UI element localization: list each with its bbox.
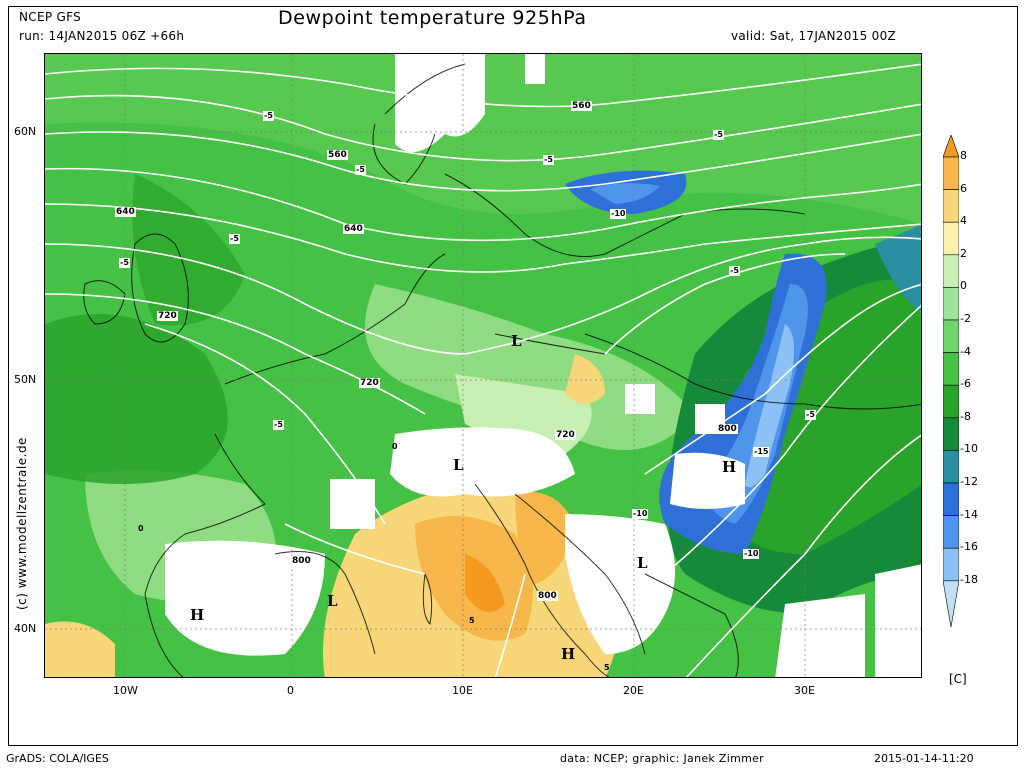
colorbar-swatch [942,417,960,451]
colorbar-tick-label: -2 [960,312,971,325]
high-pressure-symbol: H [190,606,205,624]
dewpoint-label: -10 [610,209,627,219]
dewpoint-label: 5 [469,616,475,625]
colorbar-tick-label: -18 [960,572,978,586]
dewpoint-label: 5 [604,663,610,672]
footer-data-source: data: NCEP; graphic: Janek Zimmer [560,752,764,765]
dewpoint-label: 0 [138,524,144,533]
dewpoint-label: -5 [229,234,240,244]
colorbar-swatch [942,319,960,353]
lat-label-40n: 40N [14,622,37,635]
colorbar-tick-label: 8 [960,149,967,162]
contour-label: 720 [157,311,178,321]
dewpoint-label: -5 [355,165,366,175]
map-title: Dewpoint temperature 925hPa [278,7,587,29]
dewpoint-label: -5 [273,420,284,430]
colorbar-swatch [942,254,960,288]
colorbar-swatch [942,482,960,516]
colorbar-tick-label: -6 [960,377,971,391]
colorbar-swatch [942,134,960,158]
dewpoint-label: -5 [729,266,740,276]
colorbar-tick-label: -4 [960,344,971,358]
high-pressure-symbol: H [561,645,576,663]
lat-label-60n: 60N [14,125,37,138]
dewpoint-label: -5 [543,155,554,165]
contour-label: 560 [571,101,592,111]
colorbar [942,134,960,628]
dewpoint-map: 560 560 640 640 720 720 720 800 800 800 … [44,53,922,678]
colorbar-tick-label: -14 [960,507,978,521]
contour-label: 640 [343,224,364,234]
colorbar-swatch [942,450,960,484]
lon-label-20e: 20E [623,684,644,697]
low-pressure-symbol: L [637,554,648,572]
lat-label-50n: 50N [14,373,37,386]
colorbar-swatch [942,515,960,549]
contour-label: 800 [291,556,312,566]
dewpoint-label: -15 [753,447,770,457]
lon-label-0: 0 [287,684,294,697]
colorbar-tick-label: 0 [960,279,967,293]
model-name: NCEP GFS [19,10,81,24]
low-pressure-symbol: L [511,332,522,350]
map-canvas [45,54,921,677]
colorbar-tick-label: -12 [960,475,978,488]
dewpoint-label: -10 [743,549,760,559]
run-info: run: 14JAN2015 06Z +66h [19,29,185,43]
contour-label: 720 [359,378,380,388]
contour-label: 560 [327,150,348,160]
colorbar-swatch [942,189,960,223]
colorbar-tick-label: 6 [960,181,967,195]
colorbar-tick-label: 2 [960,246,967,260]
lon-label-10e: 10E [452,684,473,697]
dewpoint-label: -5 [805,410,816,420]
high-pressure-symbol: H [722,458,737,476]
contour-label: 720 [555,430,576,440]
valid-time: valid: Sat, 17JAN2015 00Z [731,29,897,43]
colorbar-tick-label: -10 [960,442,978,456]
dewpoint-label: 0 [392,442,398,451]
colorbar-tick-label: 4 [960,214,967,228]
contour-label: 640 [115,207,136,217]
colorbar-swatch [942,287,960,321]
colorbar-tick-label: -16 [960,540,978,554]
dewpoint-label: -10 [632,509,649,519]
dewpoint-label: -5 [713,130,724,140]
colorbar-swatch [942,221,960,256]
dewpoint-label: -5 [263,111,274,121]
figure-frame [8,6,1018,746]
colorbar-swatch [942,547,960,582]
dewpoint-label: -5 [119,258,130,268]
contour-label: 800 [537,591,558,601]
colorbar-unit: [C] [949,672,967,686]
lon-label-10w: 10W [113,684,138,697]
footer-software: GrADS: COLA/IGES [6,752,109,765]
lon-label-30e: 30E [794,684,815,697]
credit-text: (c) www.modellzentrale.de [15,437,29,610]
colorbar-swatch [942,352,960,386]
contour-label: 800 [717,424,738,434]
colorbar-swatch [942,156,960,190]
low-pressure-symbol: L [327,592,338,610]
colorbar-swatch [942,580,960,628]
footer-timestamp: 2015-01-14-11:20 [874,752,974,765]
colorbar-swatches [942,134,960,628]
low-pressure-symbol: L [453,456,464,474]
colorbar-tick-label: -8 [960,409,971,423]
colorbar-swatch [942,384,960,419]
